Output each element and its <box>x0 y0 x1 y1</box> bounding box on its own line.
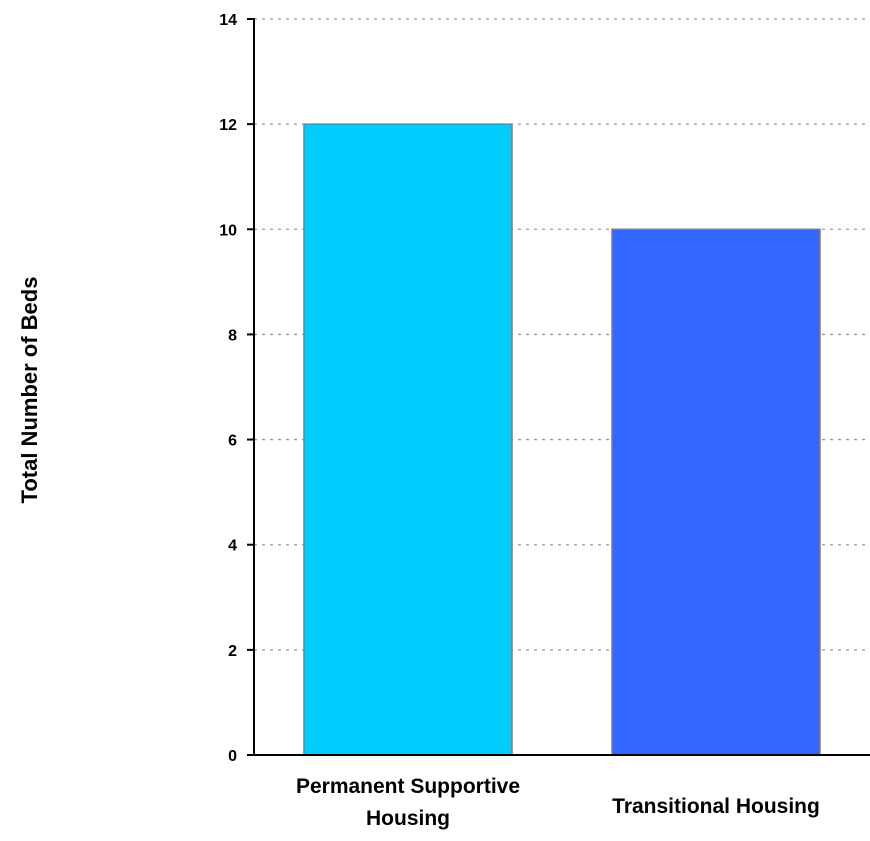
y-tick-label-14: 14 <box>219 12 237 29</box>
y-tick-label-10: 10 <box>219 222 237 239</box>
x-category-labels: Permanent Supportive Housing Transitional … <box>296 775 820 830</box>
axes <box>247 18 870 756</box>
y-tick-label-4: 4 <box>228 538 237 555</box>
y-tick-labels: 0 2 4 6 8 10 12 14 <box>219 12 237 765</box>
y-axis-title: Total Number of Beds <box>17 277 42 504</box>
y-tick-label-6: 6 <box>228 433 237 450</box>
y-tick-label-0: 0 <box>228 748 237 765</box>
x-category-label-0-line-1: Housing <box>366 807 450 830</box>
x-category-label-1-line-0: Transitional Housing <box>612 795 820 818</box>
y-tick-label-2: 2 <box>228 643 237 660</box>
bar-permanent-supportive-housing <box>303 123 513 756</box>
y-tick-label-8: 8 <box>228 327 237 344</box>
bar-transitional-housing <box>611 228 821 756</box>
y-tick-label-12: 12 <box>219 117 237 134</box>
bars <box>303 123 821 756</box>
x-category-label-0-line-0: Permanent Supportive <box>296 775 520 798</box>
